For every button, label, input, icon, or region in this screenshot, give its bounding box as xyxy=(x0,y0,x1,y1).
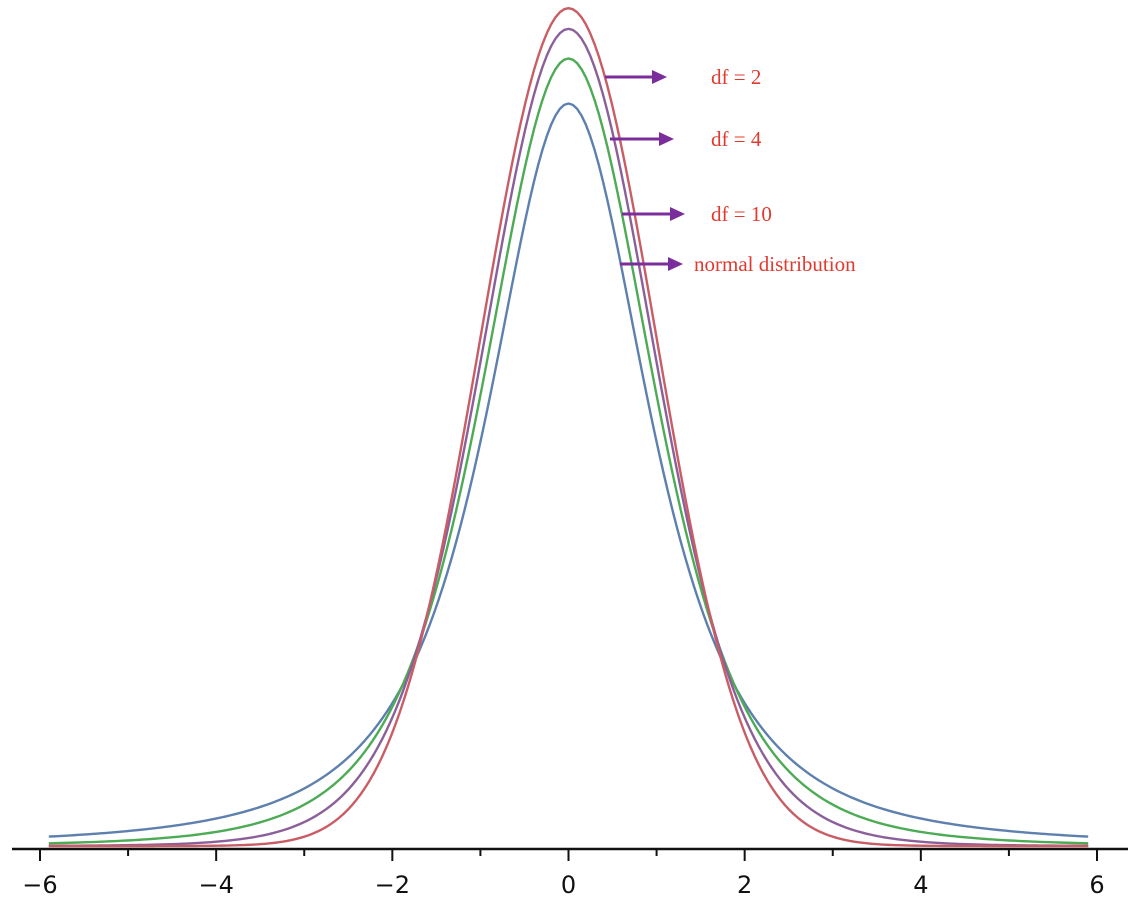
series-line-0 xyxy=(48,102,1089,838)
x-tick-label: 4 xyxy=(913,871,928,899)
x-tick-label: 6 xyxy=(1089,871,1104,899)
annotation-label: df = 10 xyxy=(711,202,772,226)
annotation-1: df = 4 xyxy=(610,127,762,151)
x-tick-label: 0 xyxy=(561,871,576,899)
annotation-arrow-head xyxy=(652,70,667,84)
annotation-3: normal distribution xyxy=(620,252,856,276)
x-axis-tick-labels: −6 −4 −2 0 2 4 6 xyxy=(22,871,1104,899)
annotation-0: df = 2 xyxy=(605,65,761,89)
x-tick-label: 2 xyxy=(737,871,752,899)
annotation-arrow-head xyxy=(668,257,683,271)
x-tick-label: −6 xyxy=(22,871,57,899)
annotation-2: df = 10 xyxy=(622,202,772,226)
annotation-arrow-head xyxy=(659,132,674,146)
curves-layer xyxy=(48,7,1089,848)
annotation-label: df = 4 xyxy=(711,127,762,151)
x-tick-label: −2 xyxy=(375,871,410,899)
x-axis-ticks xyxy=(39,849,1098,861)
annotation-label: df = 2 xyxy=(711,65,761,89)
x-tick-label: −4 xyxy=(198,871,233,899)
series-line-2 xyxy=(48,27,1089,847)
x-axis: −6 −4 −2 0 2 4 6 xyxy=(12,847,1128,899)
annotation-arrow-head xyxy=(670,207,685,221)
series-line-1 xyxy=(48,57,1089,845)
series-line-3 xyxy=(48,7,1089,848)
annotation-label: normal distribution xyxy=(694,252,856,276)
annotations-layer: df = 2 df = 4 df = 10 normal distribution xyxy=(605,65,856,276)
